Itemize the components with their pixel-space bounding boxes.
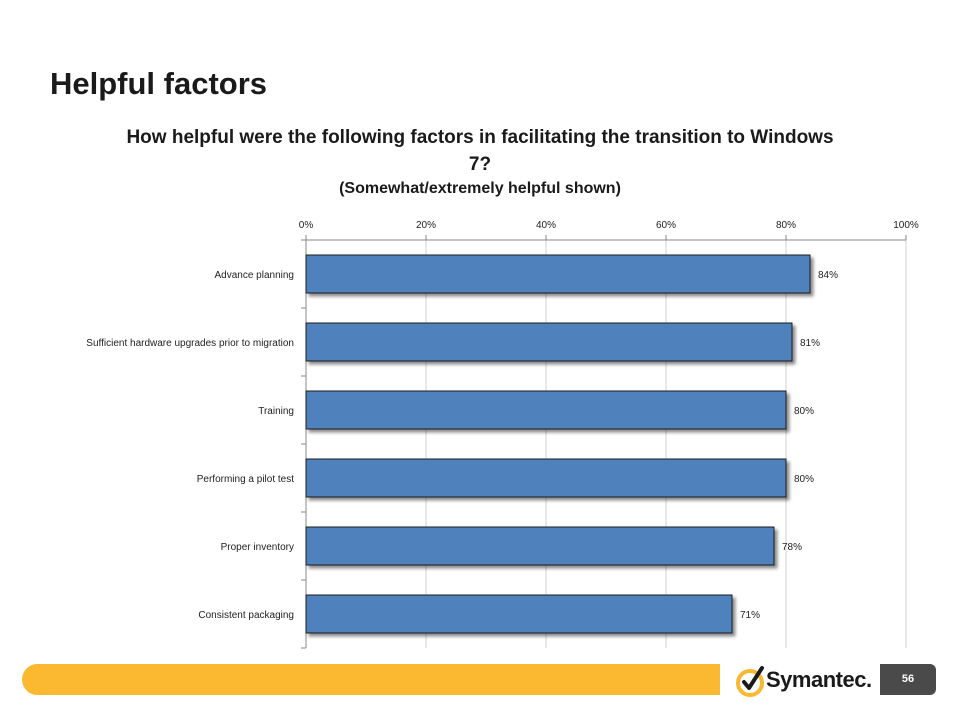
bar <box>305 390 787 430</box>
category-label: Training <box>258 406 294 417</box>
category-label: Proper inventory <box>221 542 294 553</box>
data-label: 81% <box>800 338 820 349</box>
category-label: Sufficient hardware upgrades prior to mi… <box>86 338 294 349</box>
category-label: Consistent packaging <box>198 610 294 621</box>
data-label: 71% <box>740 610 760 621</box>
x-tick-label: 20% <box>416 220 436 231</box>
page-number: 56 <box>880 664 936 695</box>
footer-bar <box>22 664 720 695</box>
slide-title: Helpful factors <box>50 66 268 101</box>
x-tick-label: 40% <box>536 220 556 231</box>
x-tick-label: 60% <box>656 220 676 231</box>
bar <box>305 458 787 498</box>
category-label: Performing a pilot test <box>197 474 294 485</box>
checkmark-logo-icon <box>736 666 764 697</box>
x-tick-label: 0% <box>299 220 314 231</box>
data-label: 78% <box>782 542 802 553</box>
data-label: 80% <box>794 406 814 417</box>
category-label: Advance planning <box>214 270 294 281</box>
chart-title: How helpful were the following factors i… <box>126 127 834 175</box>
data-label: 84% <box>818 270 838 281</box>
bar <box>305 254 811 294</box>
x-tick-label: 100% <box>893 220 919 231</box>
bar <box>305 322 793 362</box>
x-tick-label: 80% <box>776 220 796 231</box>
chart-subtitle: (Somewhat/extremely helpful shown) <box>339 180 621 197</box>
bar <box>305 526 775 566</box>
bar <box>305 594 733 634</box>
symantec-logo: Symantec. <box>736 662 872 698</box>
brand-name: Symantec. <box>766 667 872 692</box>
data-label: 80% <box>794 474 814 485</box>
